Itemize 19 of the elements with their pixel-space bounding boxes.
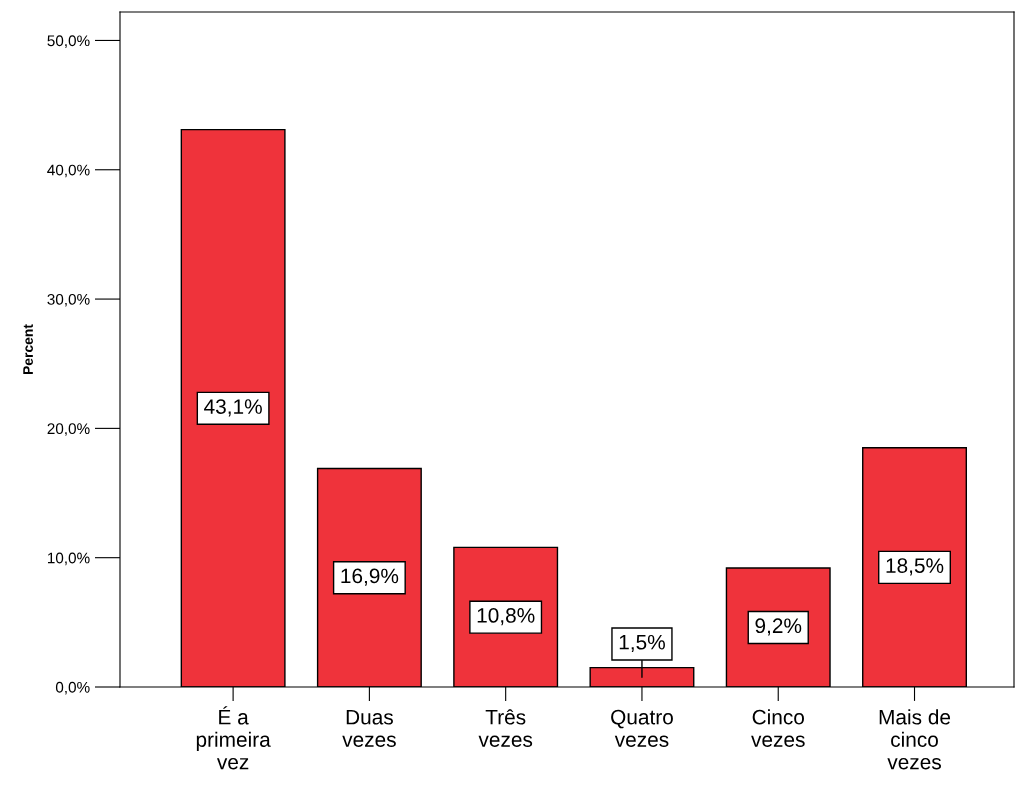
data-label: 43,1% bbox=[204, 399, 262, 417]
x-tick-label: Mais de cinco vezes bbox=[879, 709, 951, 770]
y-tick-label: 20,0% bbox=[47, 423, 90, 436]
x-tick-label: Quatro vezes bbox=[611, 709, 673, 747]
data-label: 10,8% bbox=[477, 608, 535, 626]
y-tick-label: 40,0% bbox=[47, 164, 90, 178]
x-tick-label: É a primeira vez bbox=[196, 706, 271, 770]
y-axis-title: Percent bbox=[23, 324, 33, 375]
y-tick-label: 50,0% bbox=[47, 35, 90, 48]
data-label: 16,9% bbox=[341, 568, 399, 586]
x-tick-label: Três vezes bbox=[478, 709, 533, 747]
x-tick-label: Duas vezes bbox=[342, 709, 396, 747]
x-tick-label: Cinco vezes bbox=[751, 709, 805, 747]
data-label: 9,2% bbox=[755, 618, 802, 636]
y-tick-label: 0,0% bbox=[55, 681, 90, 695]
y-tick-label: 30,0% bbox=[47, 293, 90, 307]
data-label: 18,5% bbox=[886, 558, 944, 576]
data-label: 1,5% bbox=[619, 634, 665, 653]
y-tick-label: 10,0% bbox=[47, 552, 90, 566]
